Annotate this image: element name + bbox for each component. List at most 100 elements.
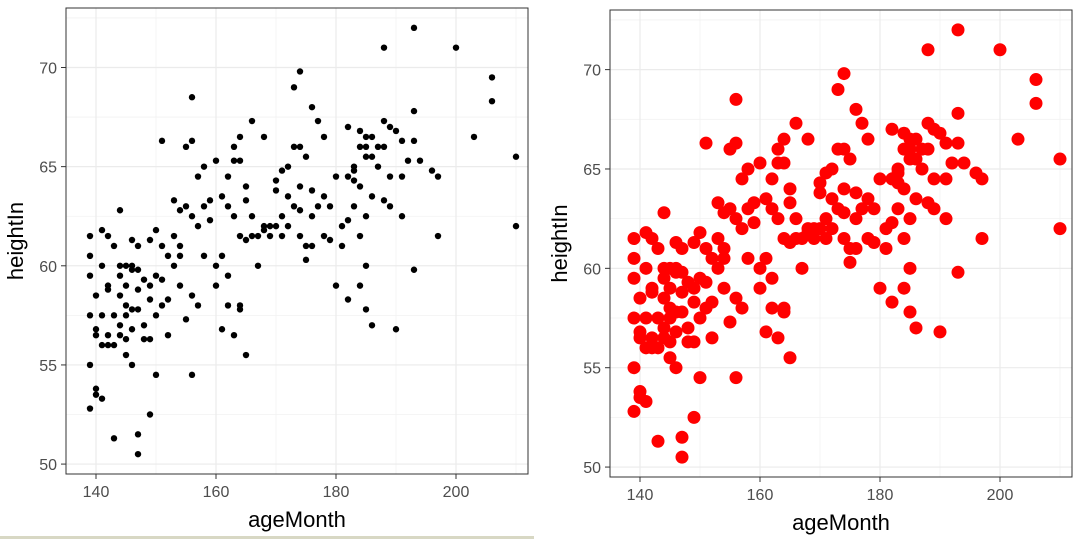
data-point <box>1029 96 1043 110</box>
data-point <box>218 326 226 333</box>
data-point <box>344 173 352 180</box>
data-point <box>278 232 286 240</box>
data-point <box>134 450 142 458</box>
data-point <box>332 173 340 180</box>
data-point <box>356 127 364 135</box>
data-point <box>212 157 220 164</box>
data-point <box>368 153 376 160</box>
data-point <box>663 351 677 365</box>
data-point <box>813 222 827 236</box>
data-point <box>711 261 725 275</box>
data-point <box>278 167 286 174</box>
data-point <box>218 193 226 200</box>
x-tick-label: 180 <box>867 487 894 504</box>
data-point <box>152 226 160 234</box>
data-point <box>657 321 671 335</box>
data-point <box>915 162 929 176</box>
data-point <box>398 213 406 220</box>
data-point <box>110 242 118 250</box>
data-point <box>188 137 196 145</box>
data-point <box>350 203 358 210</box>
data-point <box>344 123 352 131</box>
panel-border <box>65 7 529 475</box>
data-point <box>164 331 172 339</box>
data-point <box>188 371 196 379</box>
y-tick-label: 60 <box>583 261 601 278</box>
data-point <box>819 212 833 226</box>
x-tick-label: 200 <box>987 487 1014 504</box>
data-point <box>831 82 845 96</box>
data-point <box>356 282 364 289</box>
data-point <box>362 143 370 151</box>
data-point <box>861 132 875 146</box>
data-point <box>663 281 677 295</box>
data-point <box>320 232 328 240</box>
data-point <box>254 262 262 269</box>
data-point <box>116 207 124 214</box>
data-point <box>909 192 923 206</box>
data-point <box>302 256 310 264</box>
data-point <box>885 122 899 136</box>
x-tick-label: 140 <box>83 484 110 501</box>
data-point <box>849 186 863 200</box>
data-points <box>86 24 520 458</box>
data-point <box>188 94 196 101</box>
data-point <box>290 203 298 210</box>
data-point <box>134 286 142 293</box>
data-point <box>681 321 695 335</box>
y-axis-title: heightIn <box>3 202 28 280</box>
data-point <box>627 361 641 375</box>
data-point <box>777 156 791 170</box>
data-point <box>849 212 863 226</box>
data-point <box>765 202 779 216</box>
data-point <box>855 202 869 216</box>
data-point <box>951 23 965 37</box>
data-point <box>897 232 911 246</box>
data-point <box>98 226 106 234</box>
data-point <box>807 232 821 246</box>
data-point <box>729 136 743 150</box>
data-point <box>170 197 178 204</box>
data-point <box>933 325 947 339</box>
data-point <box>801 132 815 146</box>
data-point <box>116 292 124 299</box>
data-point <box>921 142 935 156</box>
data-point <box>164 296 172 303</box>
data-point <box>248 117 256 125</box>
data-point <box>849 241 863 255</box>
data-point <box>639 394 653 408</box>
data-point <box>182 143 190 151</box>
data-point <box>771 142 785 156</box>
data-point <box>362 213 370 220</box>
data-point <box>380 197 388 204</box>
data-point <box>398 173 406 180</box>
data-point <box>729 212 743 226</box>
data-point <box>368 133 376 141</box>
data-point <box>308 242 316 250</box>
data-point <box>669 361 683 375</box>
data-point <box>368 322 376 329</box>
data-points <box>627 23 1067 464</box>
data-point <box>188 292 196 299</box>
data-point <box>146 236 154 244</box>
axes: 140 160 180 200 50 55 60 65 70 <box>39 60 469 501</box>
data-point <box>1053 152 1067 166</box>
data-point <box>789 116 803 130</box>
data-point <box>909 321 923 335</box>
data-point <box>753 261 767 275</box>
x-axis-title: ageMonth <box>248 507 346 532</box>
data-point <box>242 351 250 359</box>
data-point <box>410 266 418 273</box>
data-point <box>699 136 713 150</box>
data-point <box>687 236 701 250</box>
data-point <box>86 232 94 240</box>
data-point <box>777 132 791 146</box>
data-point <box>651 341 665 355</box>
data-point <box>326 236 334 244</box>
data-point <box>897 182 911 196</box>
data-point <box>332 282 340 289</box>
y-tick-label: 65 <box>39 160 57 177</box>
data-point <box>98 262 106 269</box>
data-point <box>302 153 310 160</box>
data-point <box>200 252 208 260</box>
